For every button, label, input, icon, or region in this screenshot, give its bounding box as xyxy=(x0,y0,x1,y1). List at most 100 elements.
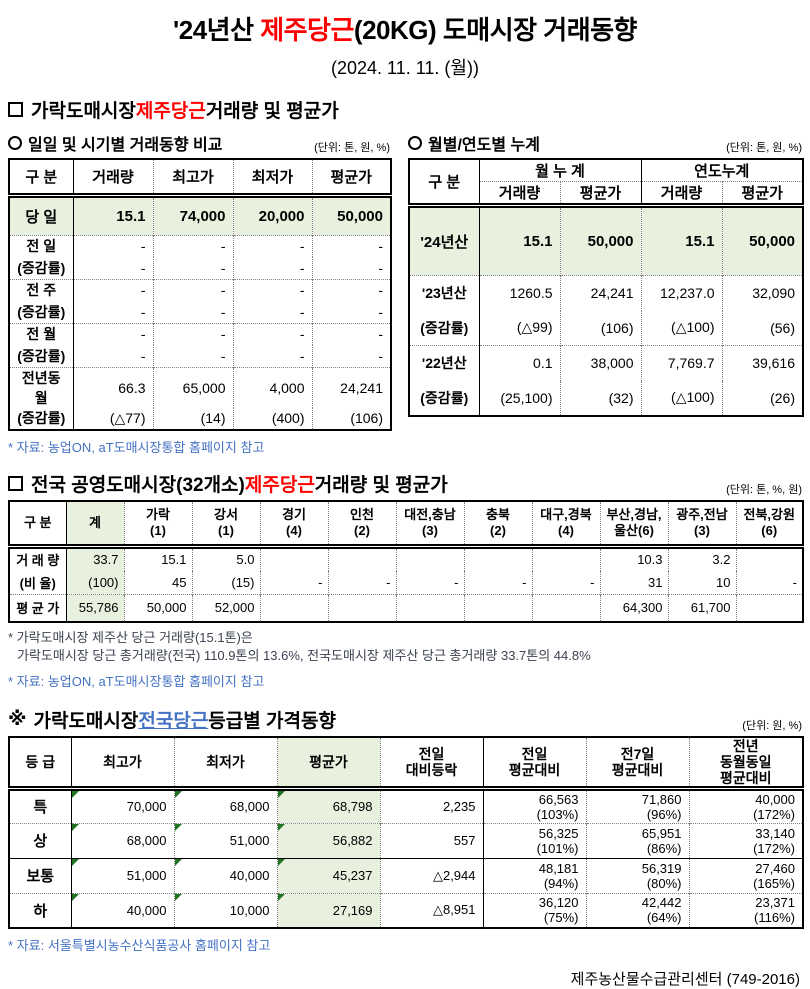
header-cell: 전일 평균대비 xyxy=(482,736,586,791)
cell-percent: (172%) xyxy=(753,806,795,822)
table-cell: 15.1 xyxy=(72,195,153,235)
table-cell: 66.3 xyxy=(72,366,153,408)
table-cell: 50,000 xyxy=(123,594,192,622)
table-cell xyxy=(735,594,803,622)
header-cell: 평균가 xyxy=(311,159,391,198)
table-cell: 27,460 (165%) xyxy=(688,857,803,893)
row-label: (증감률) xyxy=(17,259,66,276)
table-row: (증감률) - - - - xyxy=(9,345,391,367)
table-cell: - xyxy=(311,278,391,301)
table-row: 거 래 량 33.7 15.1 5.0 10.3 3.2 xyxy=(9,546,803,571)
table-cell xyxy=(735,546,803,571)
title-product: 제주당근 xyxy=(260,15,354,45)
header-cell: 강서 (1) xyxy=(191,500,260,549)
table-cell: (106) xyxy=(311,407,391,430)
section1-heading-suffix: 거래량 및 평균가 xyxy=(205,101,339,122)
table-cell: - xyxy=(232,322,312,345)
cell-value: 66,563 xyxy=(538,791,579,807)
table-cell: 50,000 xyxy=(559,205,641,276)
cell-value: 56,319 xyxy=(641,860,682,876)
table-cell: 48,181 (94%) xyxy=(482,857,586,893)
table-cell xyxy=(531,594,600,622)
header-cell: 계 xyxy=(65,500,124,549)
section2-source-note: * 자료: 농업ON, aT도매시장통합 홈페이지 참고 xyxy=(8,673,265,689)
table-cell: 15.1 xyxy=(123,546,192,571)
daily-table-title: 일일 및 시기별 거래동향 비교 xyxy=(8,131,222,155)
table-cell: 40,000 xyxy=(70,892,174,928)
table-cell: - xyxy=(735,570,803,595)
table-cell xyxy=(463,546,532,571)
section2-unit: (단위: 톤, %, 원) xyxy=(726,483,802,496)
table-cell xyxy=(463,594,532,622)
header-cell: 부산,경남, 울산(6) xyxy=(599,500,668,549)
cell-percent: (165%) xyxy=(753,875,795,891)
row-label: 당 일 xyxy=(25,208,58,226)
table-row: (증감률) (△77) (14) (400) (106) xyxy=(9,407,391,430)
daily-table-unit: (단위: 톤, 원, %) xyxy=(314,142,390,154)
section2-heading-row: 전국 공영도매시장(32개소) 제주당근 거래량 및 평균가 (단위: 톤, %… xyxy=(8,470,802,497)
table-row: 전 일 - - - - xyxy=(9,234,391,257)
header-cell: 대구,경북 (4) xyxy=(531,500,600,549)
row-label: 평 균 가 xyxy=(9,594,66,622)
table-cell: - xyxy=(531,570,600,595)
table-cell: 40,000 (172%) xyxy=(688,787,803,823)
cell-value: 33,140 xyxy=(755,825,795,841)
row-label: (증감률) xyxy=(420,389,469,406)
daily-trend-table: 구 분 거래량 최고가 최저가 평균가 당 일 15.1 74,000 20,0… xyxy=(8,158,392,431)
section2-heading-product: 제주당근 xyxy=(244,474,315,496)
cell-percent: (116%) xyxy=(754,910,795,926)
row-label: 상 xyxy=(9,822,71,858)
table-cell: - xyxy=(72,322,153,345)
section3-heading-suffix: 등급별 가격동향 xyxy=(208,710,336,732)
table-cell: - xyxy=(463,570,532,595)
table-row: 특 70,000 68,000 68,798 2,235 66,563 (103%… xyxy=(9,787,803,823)
header-cell: 전7일 평균대비 xyxy=(585,736,689,791)
cell-percent: (96%) xyxy=(646,806,682,822)
table-cell: - xyxy=(311,301,391,323)
row-label: (비 율) xyxy=(19,575,56,591)
table-cell: 71,860 (96%) xyxy=(585,787,689,823)
table-cell: - xyxy=(311,322,391,345)
table-cell: - xyxy=(152,322,233,345)
row-label: (증감률) xyxy=(420,319,469,336)
table-cell: - xyxy=(72,278,153,301)
table-header-row: 등 급 최고가 최저가 평균가 전일 대비등락 전일 평균대비 전7일 평균대비… xyxy=(9,736,803,791)
header-cell: 최고가 xyxy=(152,159,233,198)
table-cell: (14) xyxy=(152,407,233,430)
table-cell: 42,442 (64%) xyxy=(585,892,689,928)
table-cell: (△77) xyxy=(72,407,153,430)
table-cell: △2,944 xyxy=(379,857,483,893)
table-cell: - xyxy=(395,570,464,595)
table-row: '22년산 0.1 38,000 7,769.7 39,616 xyxy=(409,345,804,381)
cell-percent: (101%) xyxy=(536,840,579,856)
header-cell: 최저가 xyxy=(173,736,277,791)
cell-percent: (64%) xyxy=(646,910,682,926)
cell-value: 42,442 xyxy=(641,895,682,911)
table-cell: 56,325 (101%) xyxy=(482,822,586,858)
header-cell: 대전,충남 (3) xyxy=(395,500,464,549)
table-cell: 70,000 xyxy=(70,787,174,823)
table-cell: - xyxy=(152,345,233,367)
table-cell: (400) xyxy=(232,407,312,430)
section3-heading-row: ※ 가락도매시장 전국당근 등급별 가격동향 (단위: 원, %) xyxy=(8,706,802,733)
table-cell: 33,140 (172%) xyxy=(688,822,803,858)
table-cell: 65,951 (86%) xyxy=(585,822,689,858)
section2-notes: * 가락도매시장 제주산 당근 거래량(15.1톤)은 가락도매시장 당근 총거… xyxy=(8,629,802,665)
table-cell: △8,951 xyxy=(379,892,483,928)
report-page: '24년산 제주당근(20KG) 도매시장 거래동향 (2024. 11. 11… xyxy=(8,15,805,988)
cell-value: 48,181 xyxy=(538,860,579,876)
table-cell: 1260.5 xyxy=(478,275,560,311)
section3-heading-link[interactable]: 전국당근 xyxy=(138,710,209,732)
table-cell: - xyxy=(311,345,391,367)
table-cell: (106) xyxy=(559,310,641,346)
table-cell: 0.1 xyxy=(478,345,560,381)
table-cell: 68,000 xyxy=(173,787,277,823)
table-cell: - xyxy=(232,234,312,257)
table-cell: 45 xyxy=(123,570,192,595)
cumulative-table-unit: (단위: 톤, 원, %) xyxy=(726,142,802,154)
table-cell: (15) xyxy=(191,570,260,595)
section1-columns: 일일 및 시기별 거래동향 비교 (단위: 톤, 원, %) 구 분 거래량 최… xyxy=(8,125,805,431)
section2-heading-suffix: 거래량 및 평균가 xyxy=(314,474,448,496)
table-cell: 39,616 xyxy=(721,345,804,381)
table-header-row: 구 분 계 가락 (1) 강서 (1) 경기 (4) 인천 (2) 대전,충남 … xyxy=(9,500,803,549)
